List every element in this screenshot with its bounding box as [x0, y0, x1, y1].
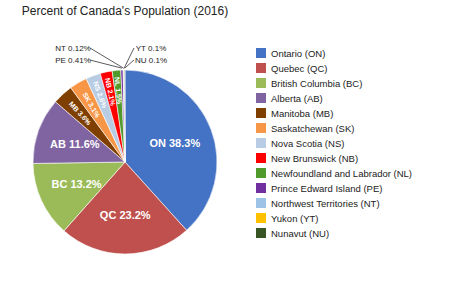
legend-entry: Saskatchewan (SK): [271, 123, 354, 134]
leader-line: [125, 60, 134, 68]
legend-swatch: [256, 198, 266, 208]
legend-entry: Prince Edward Island (PE): [271, 183, 382, 194]
slice-labels: ON 38.3%QC 23.2%BC 13.2%AB 11.6%MB 3.6%S…: [50, 44, 200, 222]
legend-entry: Quebec (QC): [271, 63, 328, 74]
legend-swatch: [256, 108, 266, 118]
slices: [33, 70, 217, 254]
legend-swatch: [256, 78, 266, 88]
chart: Percent of Canada's Population (2016) ON …: [0, 0, 450, 286]
legend-swatch: [256, 63, 266, 73]
legend-swatch: [256, 228, 266, 238]
legend-swatch: [256, 48, 266, 58]
legend-entry: New Brunswick (NB): [271, 153, 358, 164]
pie-slice: [112, 70, 125, 162]
legend-entry: Nunavut (NU): [271, 228, 329, 239]
legend-swatch: [256, 183, 266, 193]
leader-line: [90, 48, 123, 68]
legend-entry: Yukon (YT): [271, 213, 319, 224]
slice-label: AB 11.6%: [50, 138, 100, 150]
legend-entry: British Columbia (BC): [271, 78, 362, 89]
pie-slice: [100, 71, 125, 162]
legend-swatch: [256, 153, 266, 163]
title: Percent of Canada's Population (2016): [22, 4, 228, 18]
legend: Ontario (ON) Quebec (QC) British Columbia …: [256, 48, 412, 239]
legend-entry: Newfoundland and Labrador (NL): [271, 168, 412, 179]
legend-swatch: [256, 138, 266, 148]
annotation-label: PE 0.41%: [55, 56, 91, 65]
legend-entry: Northwest Territories (NT): [271, 198, 380, 209]
leader-line: [124, 48, 134, 68]
pie-slice: [124, 70, 125, 162]
legend-swatch: [256, 93, 266, 103]
legend-entry: Nova Scotia (NS): [271, 138, 344, 149]
legend-entry: Manitoba (MB): [271, 108, 333, 119]
slice-label: ON 38.3%: [149, 137, 200, 149]
legend-entry: Ontario (ON): [271, 48, 325, 59]
legend-swatch: [256, 213, 266, 223]
legend-swatch: [256, 168, 266, 178]
slice-label: QC 23.2%: [100, 209, 151, 221]
legend-swatch: [256, 123, 266, 133]
annotation-label: NU 0.1%: [135, 56, 167, 65]
slice-label: BC 13.2%: [51, 178, 101, 190]
annotation-label: YT 0.1%: [136, 44, 167, 53]
legend-entry: Alberta (AB): [271, 93, 323, 104]
pie-slice: [124, 70, 126, 162]
slice-label: NL 1.5%: [114, 77, 124, 105]
annotation-label: NT 0.12%: [55, 44, 90, 53]
pie-slice: [123, 70, 125, 162]
